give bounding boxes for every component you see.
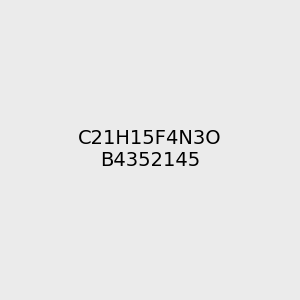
Text: C21H15F4N3O
B4352145: C21H15F4N3O B4352145	[78, 130, 222, 170]
